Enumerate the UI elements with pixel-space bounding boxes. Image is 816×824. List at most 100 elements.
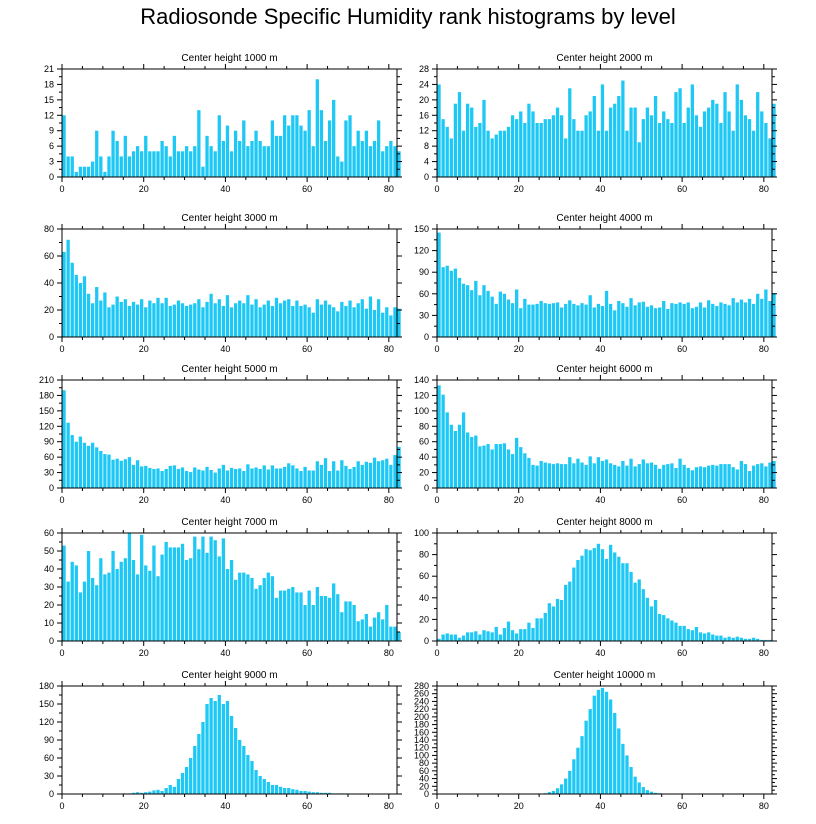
bar — [662, 301, 666, 337]
bar — [360, 464, 364, 488]
bar — [283, 788, 287, 794]
bar — [201, 722, 205, 794]
bar — [580, 130, 584, 177]
bar — [311, 470, 315, 488]
bar — [250, 141, 254, 177]
bar — [287, 588, 291, 641]
bar — [539, 461, 543, 488]
bar — [715, 465, 719, 488]
bar — [111, 551, 115, 641]
bar — [584, 304, 588, 337]
y-tick-label: 20 — [419, 468, 429, 478]
y-tick-label: 20 — [419, 614, 429, 624]
bar — [482, 99, 486, 177]
bar — [205, 301, 209, 337]
bar — [193, 467, 197, 488]
x-tick-label: 80 — [384, 344, 394, 354]
bar — [82, 276, 87, 337]
bar — [78, 592, 83, 641]
y-tick-label: 200 — [414, 712, 429, 722]
bar — [494, 134, 498, 177]
bar — [731, 467, 735, 488]
bar — [168, 547, 172, 641]
bar — [221, 141, 226, 177]
bar — [311, 146, 315, 177]
y-tick-label: 260 — [414, 689, 429, 699]
bar — [62, 251, 66, 337]
bar — [119, 301, 123, 337]
bar — [131, 464, 136, 488]
bar — [307, 470, 311, 488]
x-tick-label: 80 — [759, 801, 769, 811]
bar — [168, 156, 172, 177]
bar — [99, 450, 103, 488]
bar — [197, 110, 201, 177]
bar — [649, 305, 654, 337]
bar — [555, 302, 560, 337]
bar — [246, 295, 250, 337]
bar — [140, 534, 144, 641]
y-tick-label: 100 — [414, 528, 429, 538]
bar — [551, 606, 556, 641]
y-tick-label: 180 — [39, 390, 54, 400]
bar — [332, 99, 336, 177]
bar — [543, 119, 547, 177]
bar — [287, 463, 291, 488]
x-tick-label: 60 — [677, 344, 687, 354]
bar — [103, 574, 107, 641]
bar — [156, 297, 160, 337]
bar — [372, 141, 377, 177]
bar — [62, 390, 66, 488]
bar — [242, 120, 246, 177]
bar — [559, 599, 564, 641]
bar — [649, 606, 654, 641]
bar — [148, 151, 152, 177]
y-tick-label: 150 — [39, 406, 54, 416]
y-tick-label: 0 — [424, 172, 429, 182]
bar — [332, 461, 336, 488]
y-tick-label: 0 — [49, 483, 54, 493]
panel-4: Center height 4000 m 0 20 40 60 80 0 30 60 90 120 1… — [414, 213, 777, 354]
y-tick-label: 16 — [419, 110, 429, 120]
bar — [670, 620, 674, 641]
bar — [470, 290, 474, 337]
bar — [376, 612, 381, 641]
bar — [466, 632, 470, 641]
bar — [739, 637, 744, 641]
bar — [747, 119, 752, 177]
bar — [291, 789, 295, 794]
bar — [372, 617, 377, 641]
bar — [135, 146, 140, 177]
bar — [756, 464, 760, 488]
bar — [580, 736, 584, 794]
bar — [539, 123, 543, 177]
bar — [568, 581, 572, 641]
x-tick-label: 20 — [514, 801, 524, 811]
panel-8: Center height 8000 m 0 20 40 60 80 0 20 40 60 80 10… — [414, 517, 777, 658]
bar — [653, 792, 658, 794]
bar — [368, 462, 373, 488]
bar — [547, 792, 551, 794]
bar — [213, 540, 217, 641]
x-tick-label: 40 — [595, 184, 605, 194]
bar — [751, 303, 756, 337]
bar — [135, 574, 140, 641]
bar — [332, 307, 336, 337]
bar — [461, 412, 466, 488]
bar — [364, 308, 369, 337]
x-tick-label: 20 — [514, 495, 524, 505]
y-tick-label: 0 — [424, 483, 429, 493]
bar — [572, 463, 576, 488]
bar — [768, 301, 772, 337]
bar — [393, 307, 397, 337]
y-tick-label: 60 — [419, 437, 429, 447]
bar — [735, 636, 739, 641]
y-tick-label: 150 — [414, 224, 429, 234]
y-tick-label: 210 — [39, 375, 54, 385]
bar — [474, 280, 478, 337]
bar — [213, 303, 217, 337]
bar — [486, 290, 490, 337]
bar — [385, 307, 389, 337]
bar — [617, 466, 621, 488]
bar — [397, 151, 401, 177]
